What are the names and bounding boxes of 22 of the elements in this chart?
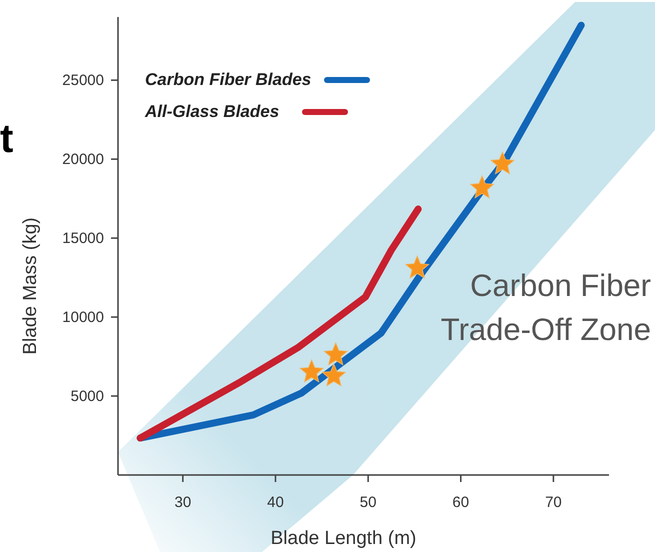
y-axis-title: Blade Mass (kg) xyxy=(20,217,41,355)
x-axis-title: Blade Length (m) xyxy=(270,528,416,549)
x-tick-label: 60 xyxy=(452,494,470,511)
point xyxy=(470,176,494,198)
y-tick-label: 15000 xyxy=(62,230,104,248)
point xyxy=(300,360,324,382)
point xyxy=(324,342,348,366)
point xyxy=(322,364,346,386)
legend-label: All-Glass Blades xyxy=(144,102,280,121)
x-tick-label: 50 xyxy=(360,494,376,511)
x-tick-label: 40 xyxy=(267,494,284,511)
x-tick-label: 30 xyxy=(174,494,192,511)
point xyxy=(490,152,514,174)
legend-label: Carbon Fiber Blades xyxy=(145,70,312,89)
y-tick-label: 25000 xyxy=(62,72,104,90)
y-tick-label: 5000 xyxy=(70,388,104,406)
annotation: Carbon Fiber Trade-Off Zone xyxy=(440,268,651,347)
x-tick-label: 70 xyxy=(545,494,562,511)
y-tick-label: 10000 xyxy=(62,309,104,326)
text: t xyxy=(0,117,14,161)
point xyxy=(405,256,430,278)
y-tick-label: 20000 xyxy=(62,151,104,168)
